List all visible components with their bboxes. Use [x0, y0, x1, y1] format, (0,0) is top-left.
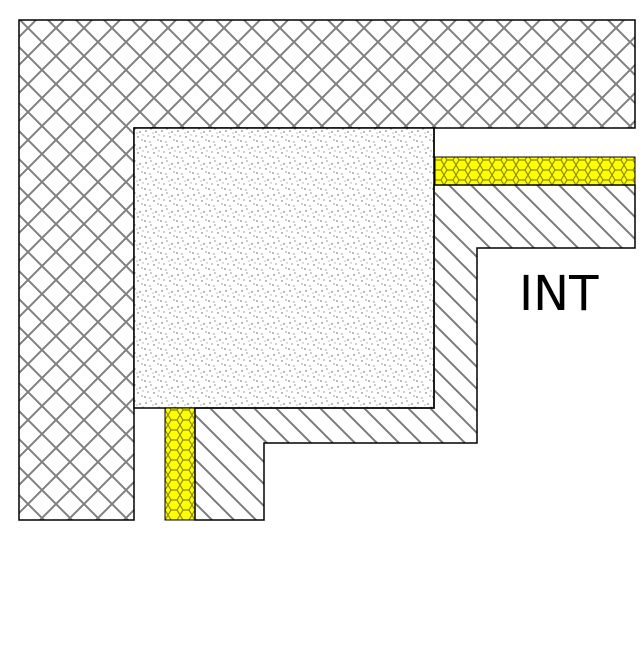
interior-label: INT — [519, 266, 599, 322]
insulation-strip-vertical — [164, 407, 196, 521]
insulation-strip-horizontal — [434, 156, 636, 186]
plaster-layer — [194, 184, 636, 521]
concrete-column — [133, 127, 435, 409]
